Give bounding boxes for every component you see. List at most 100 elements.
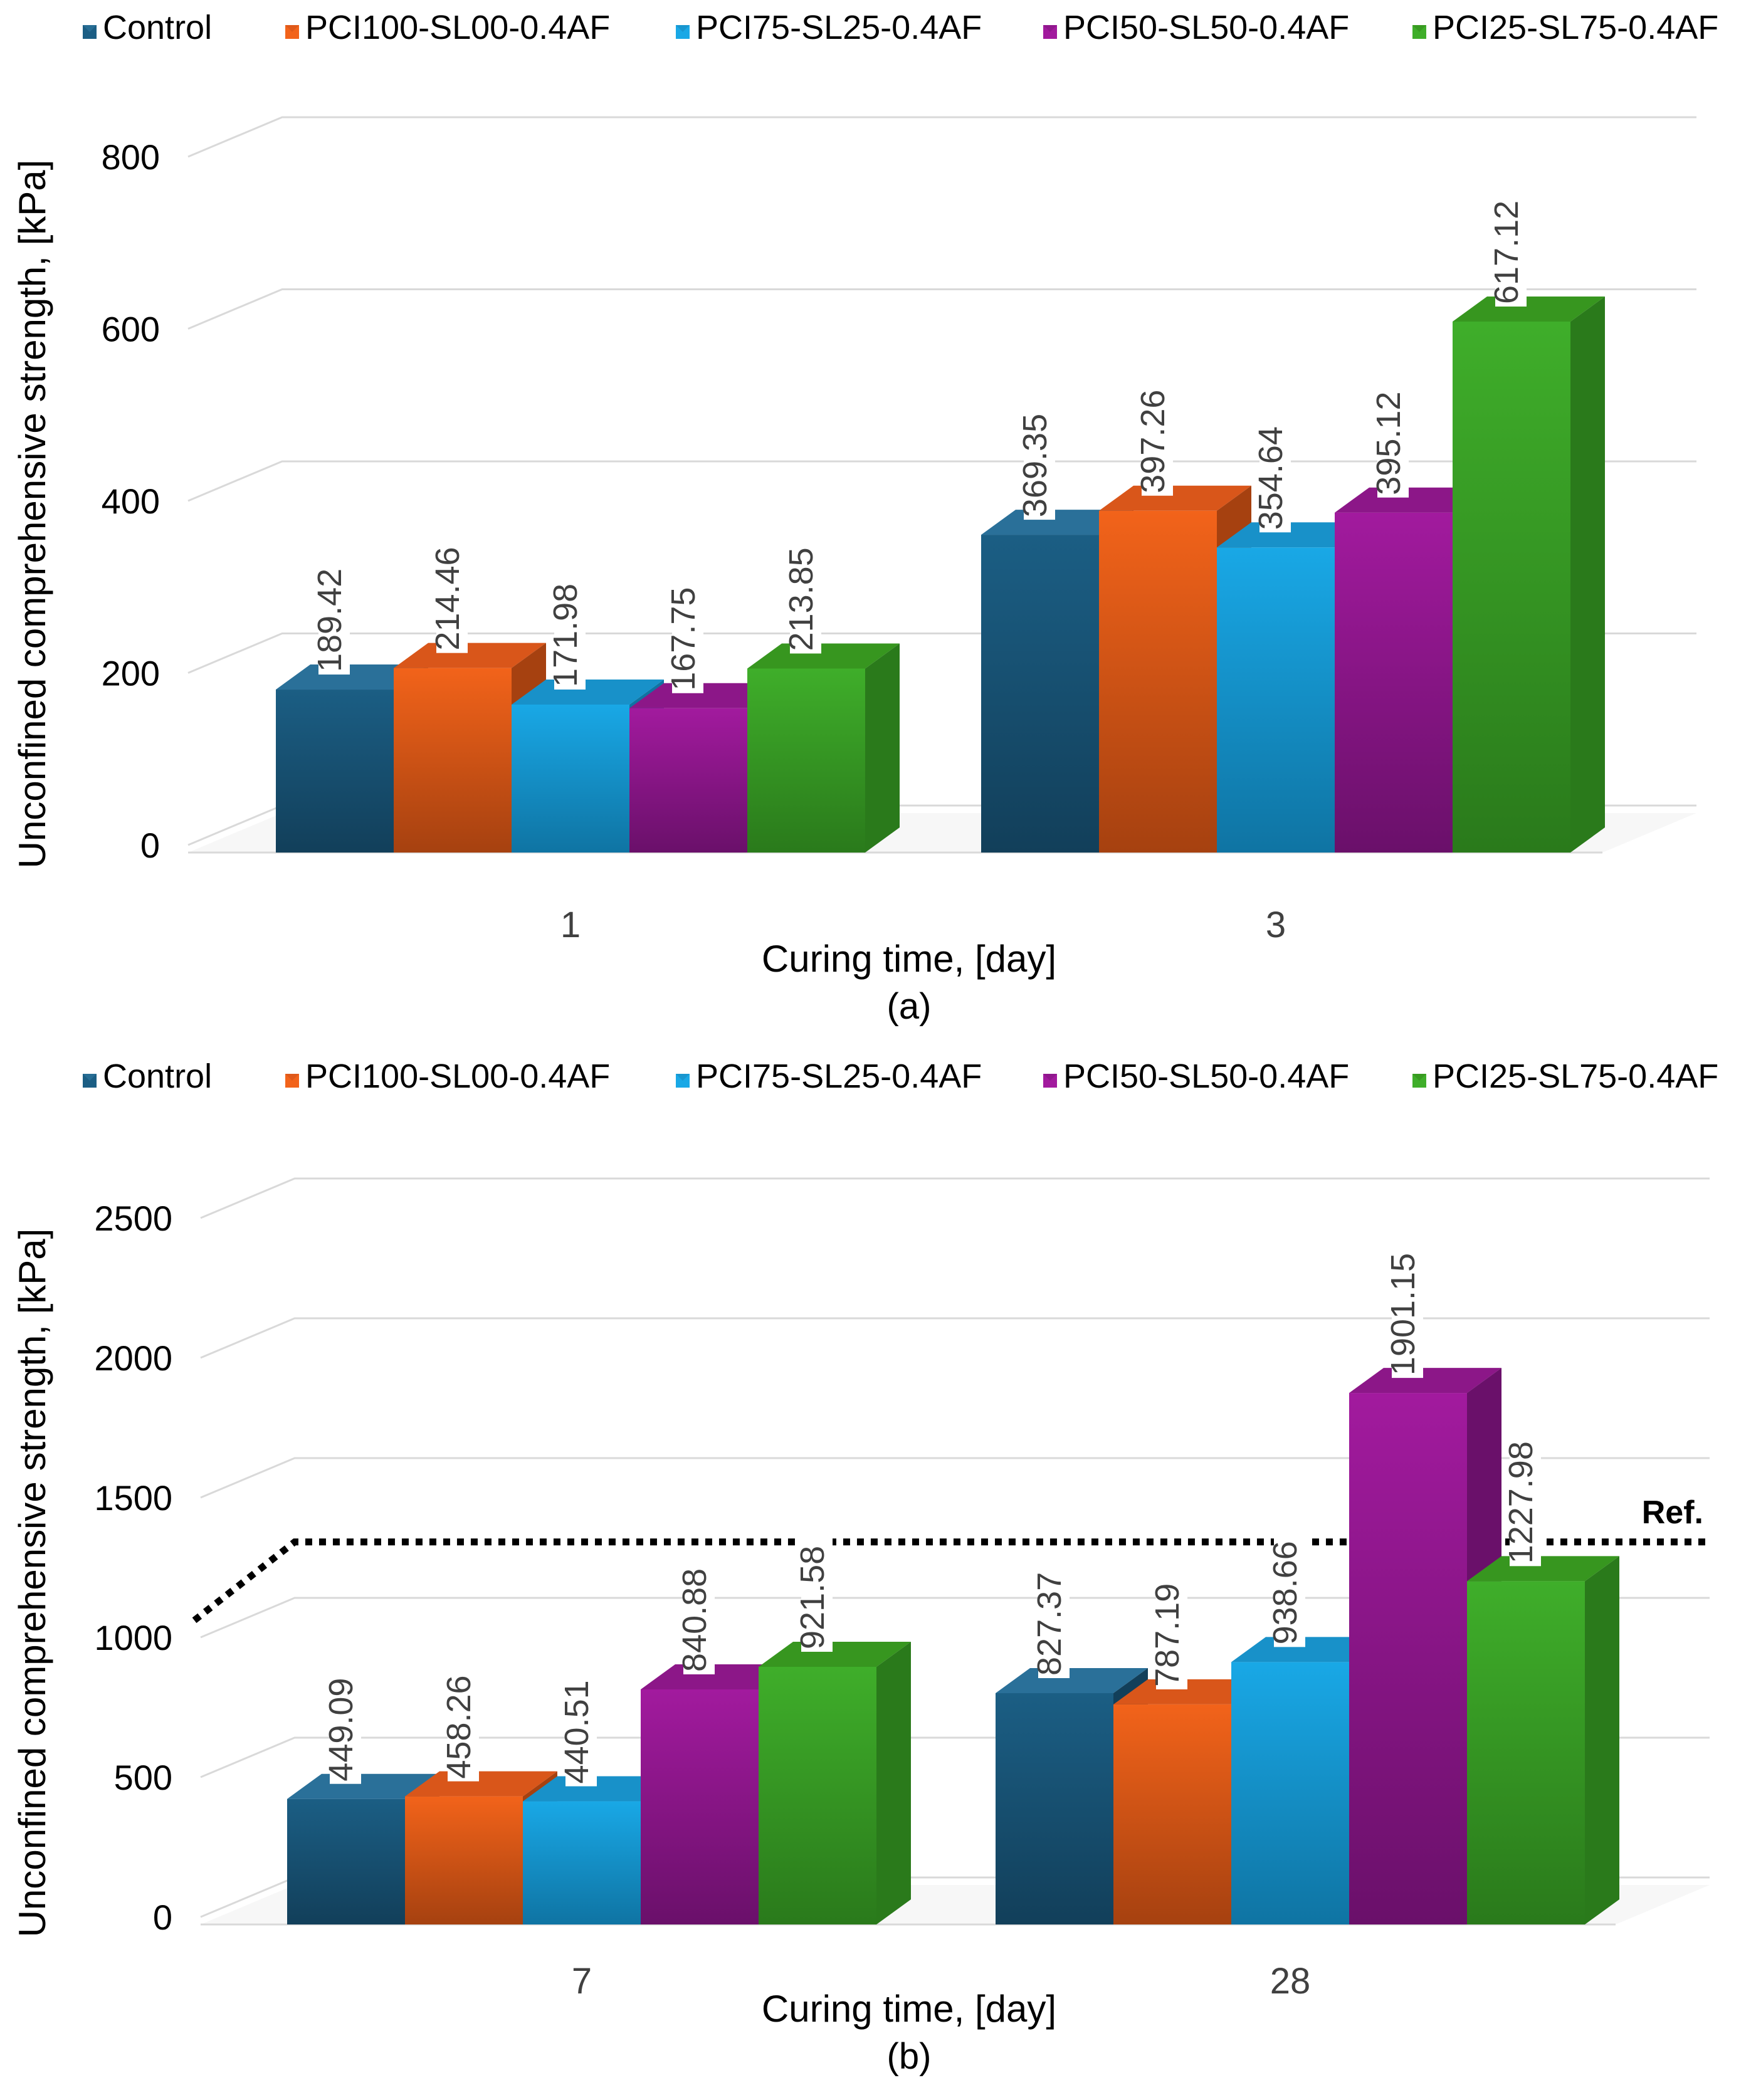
bar-front <box>1335 512 1453 853</box>
data-label-bg <box>683 1555 715 1674</box>
legend-swatch-shade <box>676 1074 690 1081</box>
data-label-text: 397.26 <box>1134 390 1172 493</box>
bar-front <box>523 1801 641 1924</box>
data-label: 617.12 <box>1488 187 1527 307</box>
legend-swatch-shade <box>83 25 97 32</box>
bar-front <box>394 668 512 853</box>
bar-top <box>1349 1368 1501 1394</box>
chart-panel-b: Control PCI100-SL00-0.4AF PCI75-SL25-0.4AF… <box>11 1058 1718 2077</box>
legend-swatch-shade <box>285 25 299 32</box>
gridline <box>187 116 1696 158</box>
data-label-text: 167.75 <box>665 587 702 691</box>
data-label: 938.66 <box>1266 1528 1305 1647</box>
data-label-text: 369.35 <box>1016 414 1054 517</box>
bar-group-day-28: 827.37 787.19 938.66 1901.15 1227.98 <box>996 1240 1619 1924</box>
bar-top <box>759 1641 911 1667</box>
y-tick-label: 200 <box>102 654 160 693</box>
bar-front <box>287 1798 405 1924</box>
data-label-bg <box>1274 1528 1305 1647</box>
bar <box>1349 1368 1501 1924</box>
y-tick-label: 0 <box>140 826 160 865</box>
data-label: 167.75 <box>665 574 703 693</box>
data-label: 921.58 <box>794 1532 833 1652</box>
bars: 189.42 214.46 171.98 167.75 213.85 369.35 397.… <box>276 187 1605 853</box>
data-label-text: 189.42 <box>311 569 349 672</box>
legend-label: PCI25-SL75-0.4AF <box>1433 1058 1718 1095</box>
bar-top <box>405 1771 557 1797</box>
panel-label: (a) <box>887 986 932 1027</box>
data-label-bg <box>1392 1240 1423 1378</box>
bar <box>747 643 900 853</box>
bar-front <box>1453 322 1570 853</box>
y-tick-label: 2500 <box>94 1199 172 1238</box>
x-category-label: 3 <box>1266 905 1286 945</box>
data-label: 354.64 <box>1252 413 1291 533</box>
data-label: 440.51 <box>558 1667 597 1787</box>
data-label: 397.26 <box>1134 376 1173 496</box>
legend-item: PCI75-SL25-0.4AF <box>676 1058 982 1095</box>
data-label: 1227.98 <box>1502 1428 1541 1567</box>
data-label-text: 938.66 <box>1266 1541 1304 1644</box>
bar <box>1467 1556 1619 1924</box>
data-label-text: 213.85 <box>782 547 820 651</box>
data-label-bg <box>1377 378 1409 498</box>
legend-label: PCI25-SL75-0.4AF <box>1433 9 1718 46</box>
data-label: 1901.15 <box>1384 1240 1423 1378</box>
bar-top <box>996 1667 1148 1693</box>
bar-side <box>876 1641 911 1924</box>
data-label-text: 171.98 <box>547 584 584 687</box>
data-label-text: 617.12 <box>1488 201 1525 304</box>
bar-side <box>1570 297 1605 853</box>
data-label-text: 395.12 <box>1370 392 1407 495</box>
gridline <box>200 1457 1710 1499</box>
legend-item: Control <box>83 9 212 46</box>
bar-top <box>1217 522 1369 548</box>
data-label-bg <box>790 534 821 654</box>
bar-top <box>1099 485 1251 511</box>
bar-top <box>287 1773 439 1799</box>
y-tick-label: 2000 <box>94 1338 172 1378</box>
legend-item: PCI100-SL00-0.4AF <box>285 1058 610 1095</box>
data-label-text: 1901.15 <box>1384 1253 1422 1375</box>
legend-item: PCI50-SL50-0.4AF <box>1043 1058 1349 1095</box>
data-label: 840.88 <box>676 1555 715 1674</box>
data-label-bg <box>801 1532 833 1652</box>
data-label: 827.37 <box>1031 1558 1070 1678</box>
data-label-bg <box>448 1662 479 1782</box>
legend-label: PCI100-SL00-0.4AF <box>305 1058 610 1095</box>
bar-top <box>629 683 782 708</box>
data-label-text: 458.26 <box>440 1675 478 1778</box>
bar-front <box>1231 1662 1349 1924</box>
panel-label: (b) <box>887 2036 932 2077</box>
legend-item: PCI25-SL75-0.4AF <box>1412 1058 1718 1095</box>
bar-group-day-1: 189.42 214.46 171.98 167.75 213.85 <box>276 533 900 853</box>
bar-front <box>405 1796 523 1924</box>
y-tick-label: 800 <box>102 137 160 177</box>
data-label: 395.12 <box>1370 378 1409 498</box>
bar-front <box>1099 510 1217 853</box>
data-label: 369.35 <box>1016 401 1055 520</box>
bar-front <box>629 708 747 853</box>
bar-top <box>512 679 664 705</box>
data-label-text: 354.64 <box>1252 426 1290 530</box>
x-category-label: 28 <box>1270 1961 1311 2002</box>
bar-group-day-3: 369.35 397.26 354.64 395.12 617.12 <box>981 187 1605 853</box>
data-label-bg <box>1038 1558 1070 1678</box>
data-label: 449.09 <box>322 1664 361 1784</box>
data-label-bg <box>318 555 350 675</box>
bar-top <box>1453 297 1605 322</box>
legend-label: Control <box>103 1058 212 1095</box>
legend-label: PCI75-SL25-0.4AF <box>696 1058 982 1095</box>
data-label: 214.46 <box>429 533 468 653</box>
chart-panel-a: Control PCI100-SL00-0.4AF PCI75-SL25-0.4AF… <box>11 9 1718 1027</box>
legend-item: PCI50-SL50-0.4AF <box>1043 9 1349 46</box>
x-axis-title: Curing time, [day] <box>762 1988 1056 2030</box>
data-label-text: 921.58 <box>794 1546 831 1649</box>
bar-group-day-7: 449.09 458.26 440.51 840.88 921.58 <box>287 1532 911 1924</box>
data-label-bg <box>554 570 586 690</box>
data-label-bg <box>1510 1428 1541 1567</box>
bar-top <box>981 510 1133 535</box>
legend-item: PCI100-SL00-0.4AF <box>285 9 610 46</box>
y-tick-label: 0 <box>153 1898 172 1937</box>
